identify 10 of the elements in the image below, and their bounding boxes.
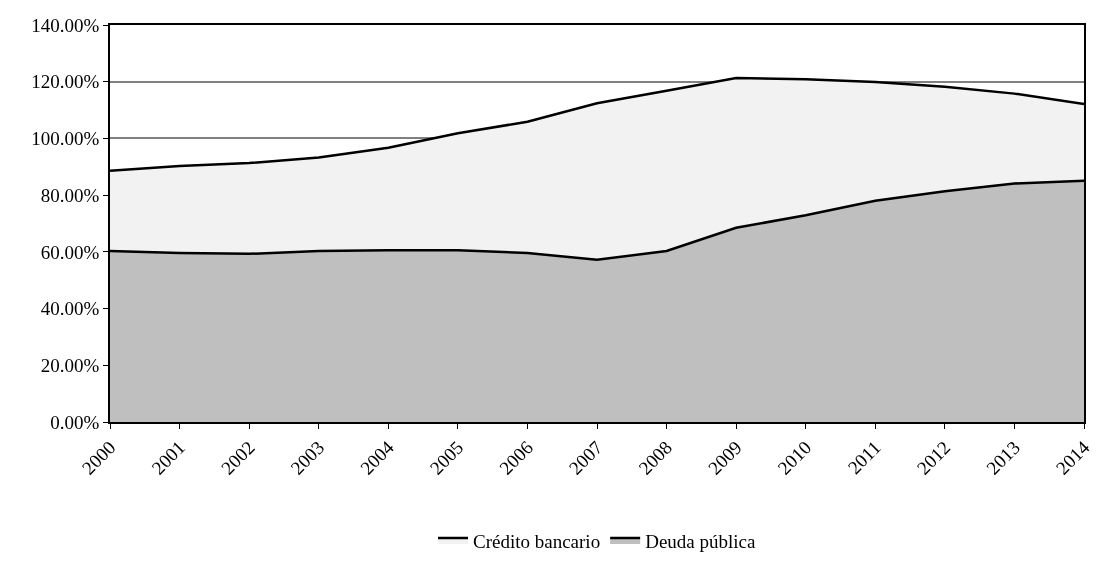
y-tick-label: 80.00%: [40, 184, 100, 206]
y-tick-label: 60.00%: [40, 241, 100, 263]
y-tick-label: 120.00%: [31, 71, 100, 93]
y-tick-label: 0.00%: [50, 411, 100, 433]
y-tick-label: 100.00%: [31, 128, 100, 150]
legend-label: Deuda pública: [645, 530, 756, 552]
legend-label: Crédito bancario: [473, 530, 601, 552]
y-tick-label: 140.00%: [31, 14, 100, 36]
y-tick-label: 20.00%: [40, 354, 100, 376]
y-tick-label: 40.00%: [40, 298, 100, 320]
